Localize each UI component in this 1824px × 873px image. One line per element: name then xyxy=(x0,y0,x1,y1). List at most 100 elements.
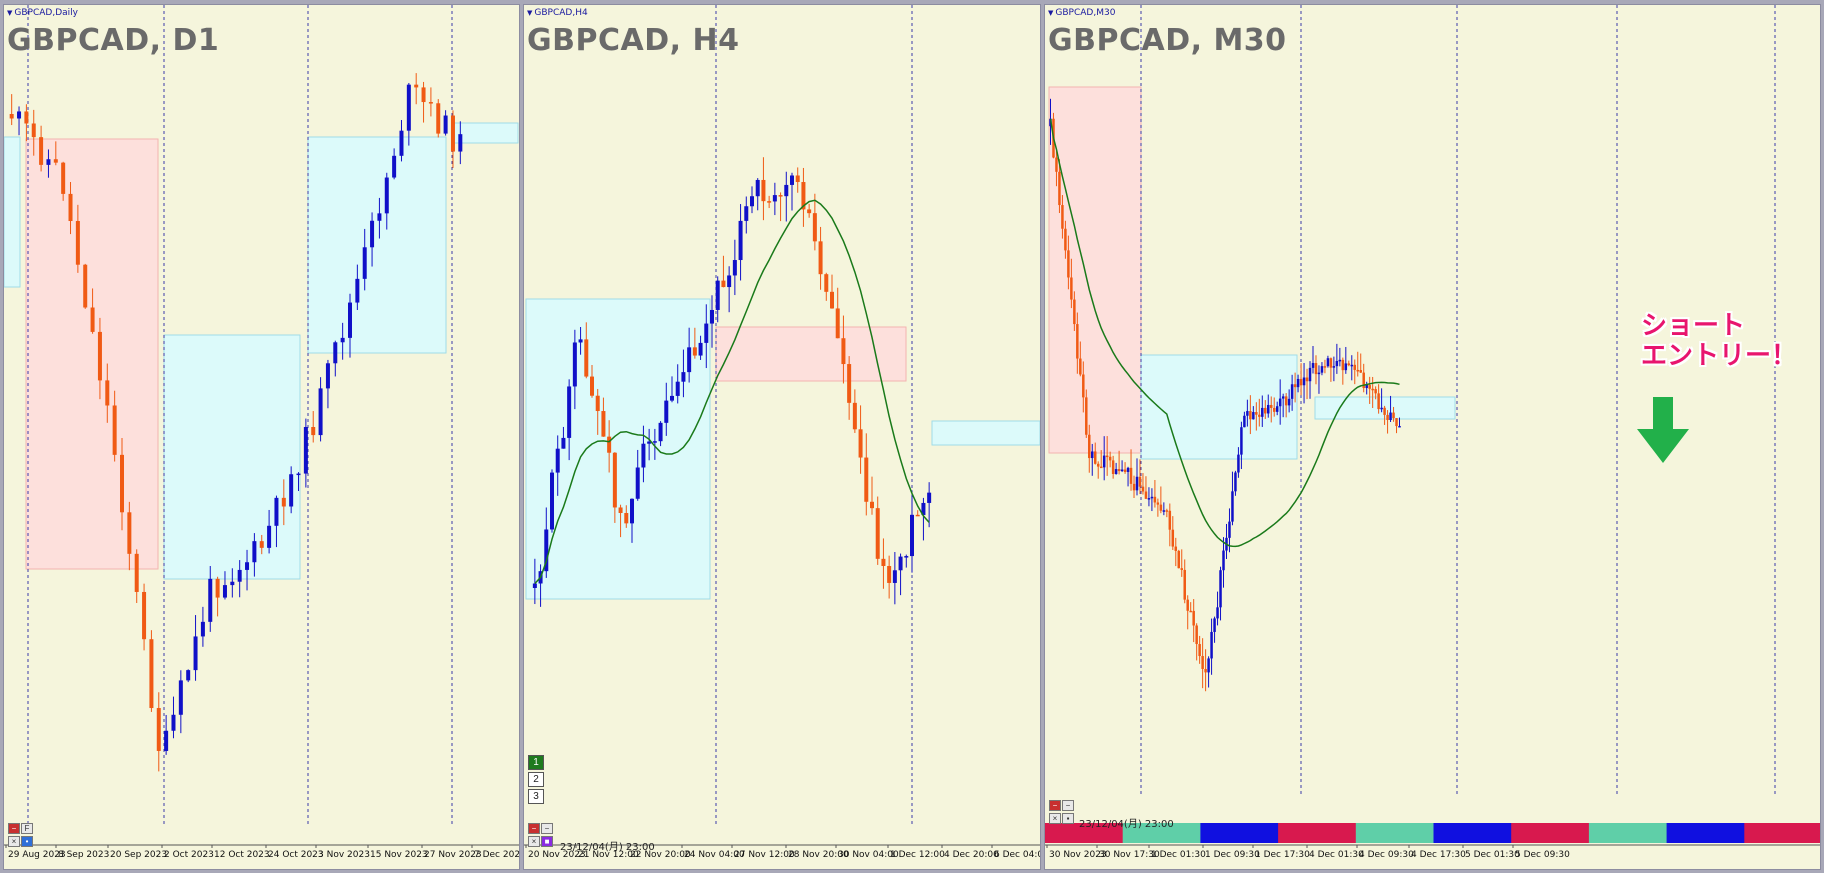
candle-35 xyxy=(732,260,737,276)
timeframe-button-1[interactable]: 1 xyxy=(528,755,544,770)
candle-59 xyxy=(443,115,448,134)
candle-109 xyxy=(1374,389,1377,394)
candle-107 xyxy=(1368,384,1371,389)
chevron-down-icon[interactable]: ▼ xyxy=(7,9,13,17)
candle-34 xyxy=(259,541,264,548)
session-block-5 xyxy=(1433,823,1512,843)
x-tick-label-0: 20 Nov 2023 xyxy=(528,850,586,860)
candle-50 xyxy=(377,213,382,221)
candle-55 xyxy=(847,364,852,403)
zone-1 xyxy=(25,138,159,570)
chart-panel-d1[interactable]: 29 Aug 2023 8 Sep 2023 20 Sep 2023 2 Oct 20… xyxy=(3,4,520,870)
settings-icon[interactable]: ■ xyxy=(541,836,553,847)
candle-99 xyxy=(1344,363,1348,371)
candle-68 xyxy=(1252,412,1255,420)
candle-0 xyxy=(9,114,14,119)
candle-17 xyxy=(134,553,139,592)
candle-24 xyxy=(186,670,191,681)
candle-28 xyxy=(692,347,697,356)
candle-10 xyxy=(1079,358,1082,375)
candle-98 xyxy=(1341,359,1345,371)
candle-108 xyxy=(1371,388,1374,391)
x-tick-label-5: 28 Nov 20:00 xyxy=(788,850,849,860)
candle-0 xyxy=(532,583,537,588)
candle-58 xyxy=(864,457,869,502)
candle-1 xyxy=(17,111,22,119)
symbol-label: GBPCAD, M30 xyxy=(1048,23,1287,58)
candle-54 xyxy=(406,84,411,131)
candle-26 xyxy=(1126,467,1130,472)
chevron-down-icon[interactable]: ▼ xyxy=(1048,9,1054,17)
candle-3 xyxy=(1058,171,1061,206)
candle-36 xyxy=(274,497,279,526)
candle-39 xyxy=(1165,510,1169,512)
candle-15 xyxy=(618,507,623,514)
candle-31 xyxy=(1141,486,1145,492)
minimize-icon[interactable]: − xyxy=(528,823,540,834)
candle-7 xyxy=(61,162,66,194)
candle-79 xyxy=(1284,396,1288,406)
chevron-down-icon[interactable]: ▼ xyxy=(527,9,533,17)
candle-73 xyxy=(1267,404,1270,414)
zone-2 xyxy=(931,420,1040,446)
candle-18 xyxy=(142,591,147,640)
candle-37 xyxy=(1159,504,1163,511)
close-icon[interactable]: × xyxy=(528,836,540,847)
chart-panel-h4[interactable]: 20 Nov 2023 21 Nov 12:00 22 Nov 20:00 24 No… xyxy=(523,4,1041,870)
candle-40 xyxy=(761,179,766,202)
close-icon[interactable]: × xyxy=(8,836,20,847)
candle-46 xyxy=(1186,599,1189,611)
candle-22 xyxy=(1114,469,1118,474)
x-tick-label-3: 1 Dec 09:30 xyxy=(1205,850,1260,860)
close-icon[interactable]: × xyxy=(1049,813,1061,824)
candle-94 xyxy=(1329,358,1333,368)
restore-icon[interactable]: − xyxy=(541,823,553,834)
settings-icon[interactable]: ▪ xyxy=(1062,813,1074,824)
candle-82 xyxy=(1293,384,1297,388)
x-tick-label-8: 4 Dec 20:00 xyxy=(944,850,999,860)
f-button[interactable]: F xyxy=(21,823,33,834)
candle-29 xyxy=(222,585,227,598)
candle-40 xyxy=(1168,510,1172,530)
candle-54 xyxy=(1210,631,1213,659)
candle-85 xyxy=(1302,377,1306,386)
minimize-icon[interactable]: − xyxy=(1049,800,1061,811)
candle-24 xyxy=(670,395,674,401)
x-tick-label-9: 6 Dec 04:00 xyxy=(994,850,1041,860)
timeframe-button-2[interactable]: 2 xyxy=(528,772,544,787)
timeframe-button-3[interactable]: 3 xyxy=(528,789,544,804)
candle-11 xyxy=(595,395,600,412)
candle-18 xyxy=(635,467,640,499)
minimize-icon[interactable]: − xyxy=(8,823,20,834)
x-tick-label-0: 29 Aug 2023 xyxy=(8,850,66,860)
candle-35 xyxy=(267,525,272,548)
candle-114 xyxy=(1389,412,1392,420)
candle-51 xyxy=(824,274,829,292)
candle-67 xyxy=(915,514,920,517)
restore-icon[interactable]: − xyxy=(1062,800,1074,811)
candle-8 xyxy=(68,193,73,222)
candle-16 xyxy=(1096,463,1100,467)
session-block-3 xyxy=(1278,823,1357,843)
candle-8 xyxy=(578,339,583,343)
candle-4 xyxy=(39,137,44,165)
window-title-text: GBPCAD,M30 xyxy=(1055,8,1116,18)
candle-21 xyxy=(652,441,657,443)
candle-63 xyxy=(1237,454,1240,473)
candle-42 xyxy=(772,195,777,202)
chart-panel-m30[interactable]: 30 Nov 2023 30 Nov 17:30 1 Dec 01:30 1 Dec … xyxy=(1044,4,1821,870)
candle-80 xyxy=(1287,398,1291,406)
candle-90 xyxy=(1317,372,1321,375)
candle-6 xyxy=(567,386,572,438)
candle-86 xyxy=(1305,377,1309,382)
candle-27 xyxy=(1129,467,1133,484)
candle-50 xyxy=(1198,644,1201,657)
candle-51 xyxy=(384,177,389,214)
candle-4 xyxy=(555,448,560,473)
settings-icon[interactable]: • xyxy=(21,836,33,847)
window-title: ▼ GBPCAD,M30 xyxy=(1048,8,1115,18)
candle-96 xyxy=(1335,361,1339,367)
candle-50 xyxy=(818,241,823,275)
candle-63 xyxy=(892,570,897,583)
